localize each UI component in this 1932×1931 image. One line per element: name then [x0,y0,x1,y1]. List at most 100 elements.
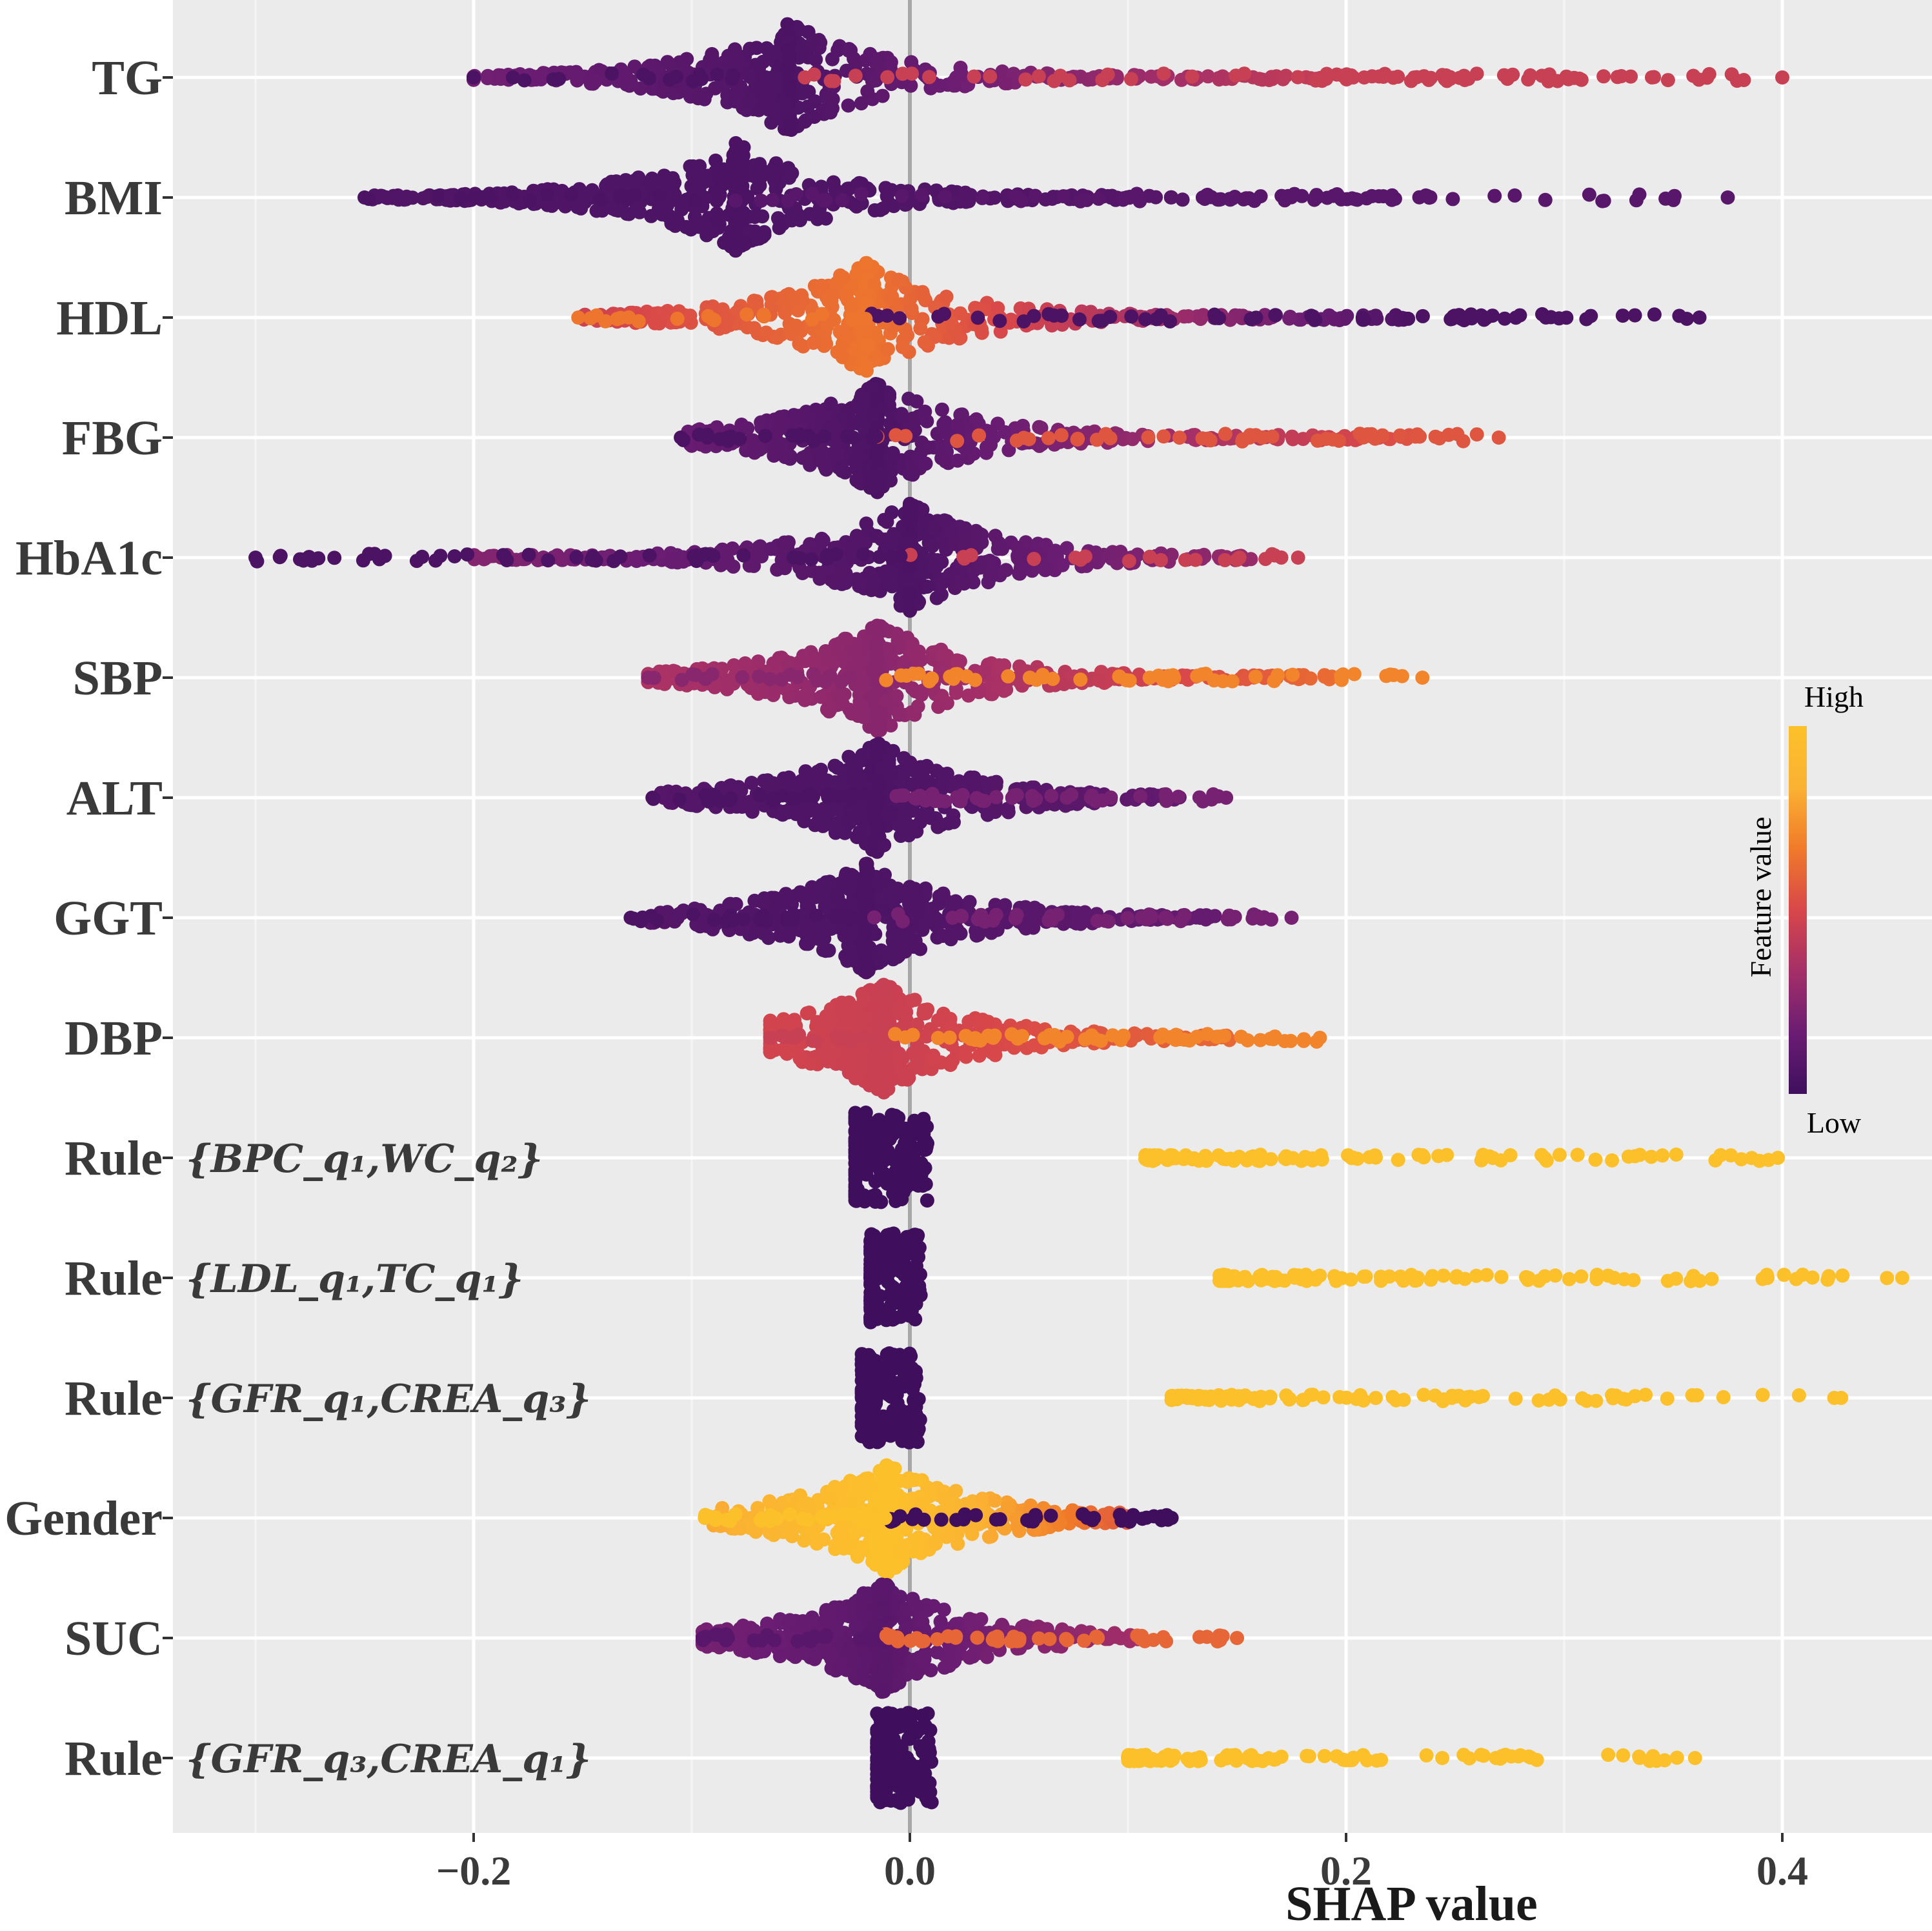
shap-point [608,203,623,217]
shap-point [728,56,743,70]
shap-point [736,235,750,250]
shap-point [517,73,532,88]
shap-point [766,794,781,809]
shap-point [1116,191,1131,206]
shap-point [727,173,741,188]
shap-point [916,289,931,304]
shap-point [1595,194,1610,208]
shap-point [1379,669,1394,683]
shap-point [1775,70,1789,85]
shap-point [785,213,800,228]
shap-point [784,123,799,137]
shap-point [447,549,462,563]
shap-point [1001,669,1016,683]
shap-point [700,430,715,445]
beeswarm-points [248,17,1909,1810]
shap-point [569,550,584,565]
shap-point [1207,307,1222,322]
shap-point [1054,428,1069,443]
shap-point [1185,69,1200,84]
shap-point [957,551,972,566]
shap-point [780,61,795,76]
shap-point [880,308,894,323]
shap-point [505,70,520,85]
shap-point [848,68,863,83]
shap-point [893,549,908,563]
shap-point [923,809,937,824]
shap-point [665,553,679,568]
shap-point [854,96,869,111]
shap-point [612,188,627,203]
shap-point [867,203,882,217]
shap-point [830,890,845,905]
shap-point [804,552,819,567]
shap-point [883,573,898,588]
shap-point [1538,192,1553,207]
shap-point [707,913,721,927]
shap-point [905,681,920,696]
shap-point [860,941,875,956]
shap-point [1469,66,1484,81]
shap-point [725,71,740,86]
shap-point [823,105,838,120]
shap-point [467,70,481,85]
shap-point [709,212,724,227]
shap-point [1164,190,1179,205]
shap-point [798,449,813,464]
shap-point [1028,188,1043,203]
shap-point [1369,311,1384,326]
shap-point [845,312,860,327]
shap-point [1123,72,1138,86]
shap-point [831,448,846,463]
shap-point [832,325,847,339]
shap-point [828,909,843,924]
shap-point [905,66,920,81]
shap-point [940,649,954,663]
shap-point [723,909,738,924]
shap-point [1014,547,1029,561]
shap-point [1491,430,1506,445]
shap-point [786,907,801,922]
shap-point [902,880,917,895]
shap-point [765,70,780,85]
shap-point [1092,673,1107,688]
shap-point [1025,789,1040,804]
shap-point [1291,551,1305,565]
shap-point [1647,307,1662,322]
shap-point [820,702,834,717]
shap-point [607,554,621,569]
shap-point [983,69,998,84]
shap-point [934,402,949,417]
shap-point [814,307,829,321]
shap-point [820,548,834,563]
shap-point [749,41,764,56]
shap-point [935,576,950,590]
shap-point [1309,190,1324,205]
shap-point [975,190,990,205]
shap-point [950,453,965,468]
shap-point [909,824,924,839]
shap-point [1330,187,1344,201]
shap-point [987,190,1002,205]
shap-point [747,893,762,908]
shap-point [1283,309,1298,324]
shap-point [962,895,977,909]
shap-point [929,912,944,927]
shap-point [805,36,820,51]
shap-point [505,187,519,201]
shap-point [872,549,887,564]
shap-point [914,188,929,203]
shap-point [1192,790,1207,805]
shap-point [761,931,776,945]
shap-point [1378,66,1393,81]
shap-point [771,212,786,227]
shap-point [841,670,856,685]
shap-point [848,643,863,658]
shap-point [1412,190,1427,205]
shap-point [859,256,874,270]
shap-point [483,190,498,205]
shap-point [1174,72,1189,87]
shap-point [728,94,742,108]
shap-point [823,289,838,304]
shap-point [805,187,820,201]
